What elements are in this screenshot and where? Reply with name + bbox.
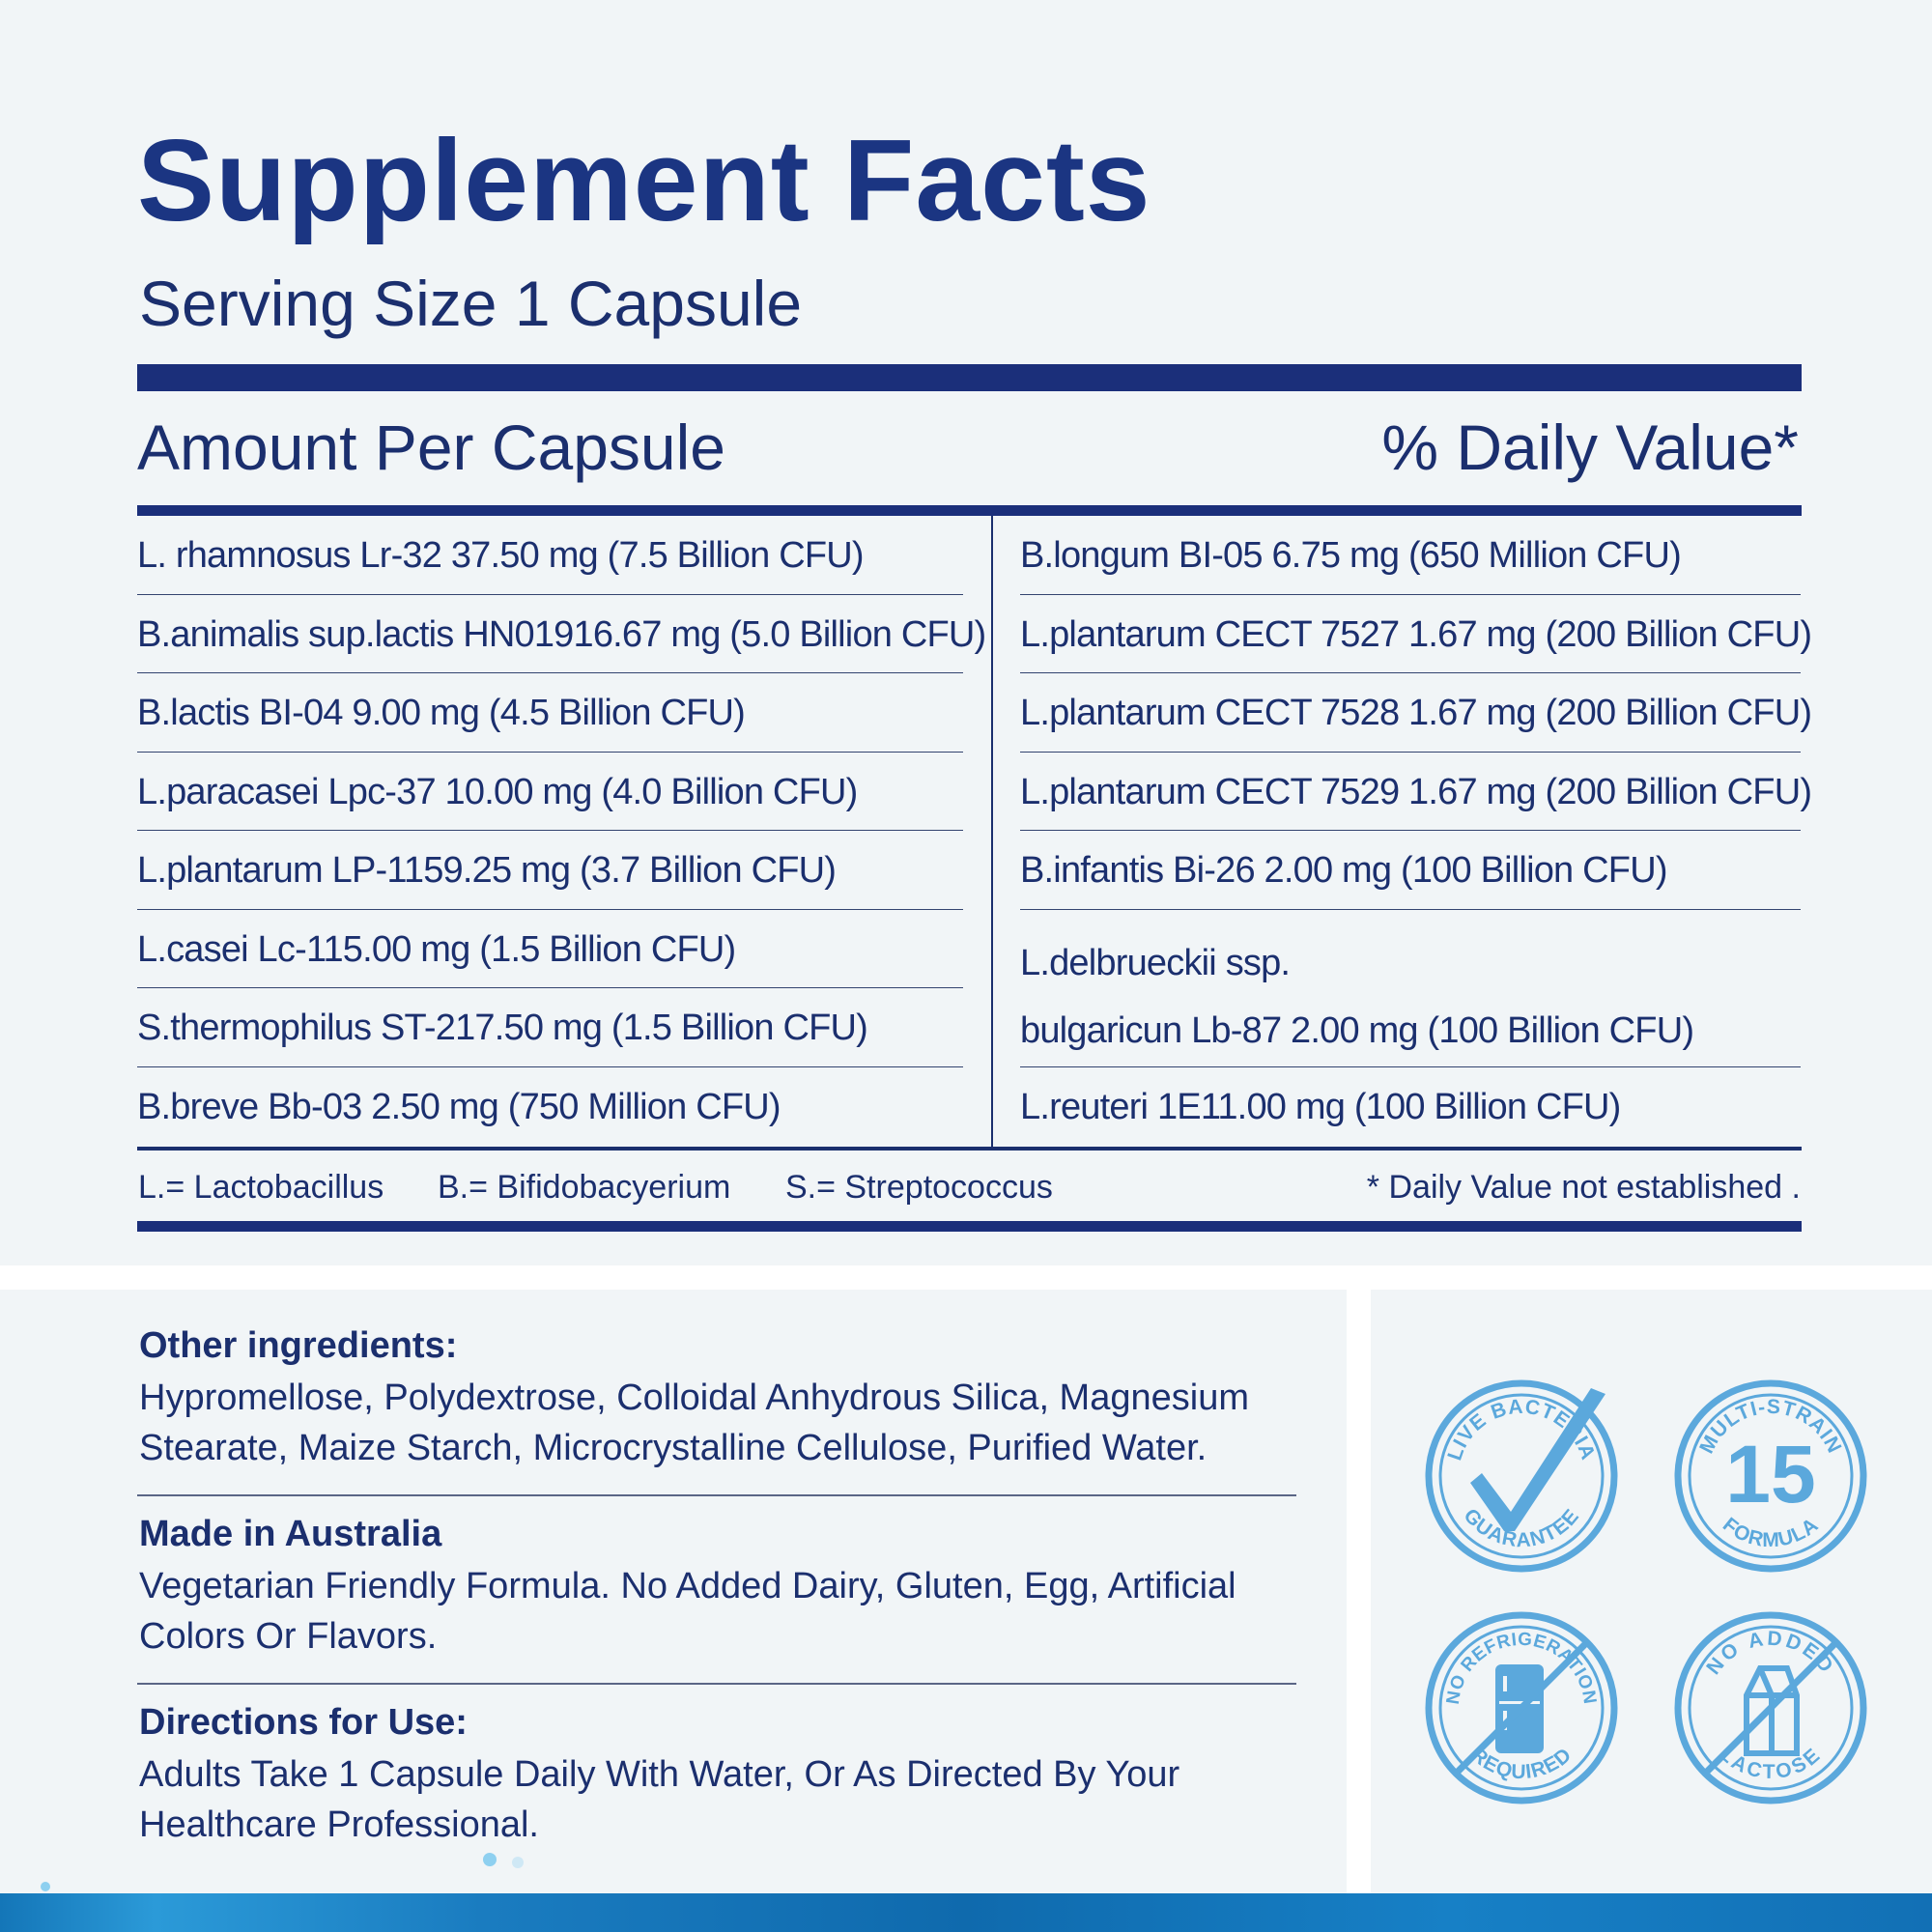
ingredient-text: B.breve Bb-03 2.50 mg (750 Million CFU) (137, 1086, 781, 1127)
ingredients-left-column: L. rhamnosus Lr-32 37.50 mg (7.5 Billion… (137, 516, 986, 1147)
multi-strain-badge: MULTI-STRAIN FORMULA 15 (1671, 1377, 1870, 1576)
table-row: L.delbrueckii ssp. bulgaricun Lb-87 2.00… (1020, 910, 1801, 1067)
ingredient-text: L.plantarum CECT 7528 1.67 mg (200 Billi… (1020, 693, 1812, 733)
serving-size: Serving Size 1 Capsule (139, 268, 803, 339)
amount-per-capsule-label: Amount Per Capsule (137, 412, 725, 483)
legend-streptococcus: S.= Streptococcus (785, 1169, 1053, 1206)
ingredient-text: B.animalis sup.lactis HN01916.67 mg (5.0… (137, 613, 986, 655)
legend-bifidobacterium: B.= Bifidobacyerium (438, 1169, 731, 1206)
other-ingredients-text: Hypromellose, Polydextrose, Colloidal An… (139, 1378, 1249, 1468)
daily-value-note: * Daily Value not established . (1366, 1169, 1801, 1206)
info-panel (0, 1290, 1347, 1893)
strain-count: 15 (1725, 1429, 1815, 1520)
table-row: B.animalis sup.lactis HN01916.67 mg (5.0… (137, 595, 986, 673)
ingredient-text: B.lactis BI-04 9.00 mg (4.5 Billion CFU) (137, 693, 746, 733)
table-row: L.plantarum CECT 7528 1.67 mg (200 Billi… (1020, 673, 1812, 753)
column-divider (991, 516, 993, 1149)
ingredient-text: L.plantarum CECT 7527 1.67 mg (200 Billi… (1020, 613, 1812, 655)
panel-separator (1347, 1290, 1371, 1893)
table-row: S.thermophilus ST-217.50 mg (1.5 Billion… (137, 988, 963, 1067)
live-bacteria-badge: LIVE BACTERIA GUARANTEE (1422, 1377, 1621, 1576)
decorative-dot (41, 1882, 50, 1891)
table-row: L.paracasei Lpc-37 10.00 mg (4.0 Billion… (137, 753, 963, 831)
ingredient-text: L.plantarum LP-1159.25 mg (3.7 Billion C… (137, 850, 837, 891)
ingredient-text: L.paracasei Lpc-37 10.00 mg (4.0 Billion… (137, 771, 858, 812)
heavy-rule (137, 364, 1802, 391)
page-title: Supplement Facts (137, 116, 1151, 245)
directions-text: Adults Take 1 Capsule Daily With Water, … (139, 1754, 1180, 1845)
ingredient-text: L.plantarum CECT 7529 1.67 mg (200 Billi… (1020, 771, 1812, 812)
thin-rule (137, 1147, 1802, 1151)
checkmark-icon (1470, 1388, 1605, 1531)
decorative-bottom-strip (0, 1893, 1932, 1932)
table-row: B.breve Bb-03 2.50 mg (750 Million CFU) (137, 1067, 963, 1147)
made-in-text: Vegetarian Friendly Formula. No Added Da… (139, 1566, 1236, 1657)
bottom-rule (137, 1221, 1802, 1232)
badges-panel (1371, 1290, 1932, 1893)
ingredient-text: L.reuteri 1E11.00 mg (100 Billion CFU) (1020, 1086, 1621, 1127)
section-divider (0, 1265, 1932, 1290)
supplement-facts-panel: Supplement Facts Serving Size 1 Capsule … (137, 116, 1813, 1232)
daily-value-label: % Daily Value* (1381, 412, 1799, 483)
ingredient-text: L.casei Lc-115.00 mg (1.5 Billion CFU) (137, 928, 736, 970)
table-row: L.plantarum LP-1159.25 mg (3.7 Billion C… (137, 831, 963, 910)
table-row: L.plantarum CECT 7529 1.67 mg (200 Billi… (1020, 753, 1812, 831)
ingredient-text: S.thermophilus ST-217.50 mg (1.5 Billion… (137, 1008, 868, 1048)
table-row: B.lactis BI-04 9.00 mg (4.5 Billion CFU) (137, 673, 963, 753)
info-divider (137, 1683, 1296, 1685)
ingredient-text: L. rhamnosus Lr-32 37.50 mg (7.5 Billion… (137, 535, 865, 576)
milk-carton-icon (1744, 1665, 1800, 1756)
legend-lactobacillus: L.= Lactobacillus (138, 1169, 384, 1206)
other-ingredients-section: Other ingredients: Hypromellose, Polydex… (139, 1325, 1298, 1473)
no-added-lactose-badge: NO ADDED LACTOSE (1671, 1608, 1870, 1807)
directions-heading: Directions for Use: (139, 1702, 468, 1743)
decorative-dot (512, 1857, 524, 1868)
made-in-heading: Made in Australia (139, 1514, 442, 1554)
made-in-section: Made in Australia Vegetarian Friendly Fo… (139, 1514, 1298, 1662)
table-row: B.infantis Bi-26 2.00 mg (100 Billion CF… (1020, 831, 1801, 910)
medium-rule (137, 505, 1802, 516)
ingredient-text: L.delbrueckii ssp. (1020, 942, 1291, 983)
directions-section: Directions for Use: Adults Take 1 Capsul… (139, 1702, 1298, 1850)
other-ingredients-heading: Other ingredients: (139, 1325, 458, 1366)
table-row: L.plantarum CECT 7527 1.67 mg (200 Billi… (1020, 595, 1812, 673)
table-row: B.longum BI-05 6.75 mg (650 Million CFU) (1020, 516, 1801, 595)
info-divider (137, 1494, 1296, 1496)
decorative-dot (483, 1853, 497, 1866)
ingredients-right-column: B.longum BI-05 6.75 mg (650 Million CFU)… (1020, 516, 1812, 1147)
table-row: L.reuteri 1E11.00 mg (100 Billion CFU) (1020, 1067, 1801, 1147)
ingredient-text: bulgaricun Lb-87 2.00 mg (100 Billion CF… (1020, 1009, 1694, 1051)
ingredient-text: B.infantis Bi-26 2.00 mg (100 Billion CF… (1020, 850, 1668, 891)
no-refrigeration-badge: NO REFRIGERATION REQUIRED (1422, 1608, 1621, 1807)
ingredient-text: B.longum BI-05 6.75 mg (650 Million CFU) (1020, 535, 1682, 576)
table-row: L. rhamnosus Lr-32 37.50 mg (7.5 Billion… (137, 516, 963, 595)
table-row: L.casei Lc-115.00 mg (1.5 Billion CFU) (137, 910, 963, 988)
